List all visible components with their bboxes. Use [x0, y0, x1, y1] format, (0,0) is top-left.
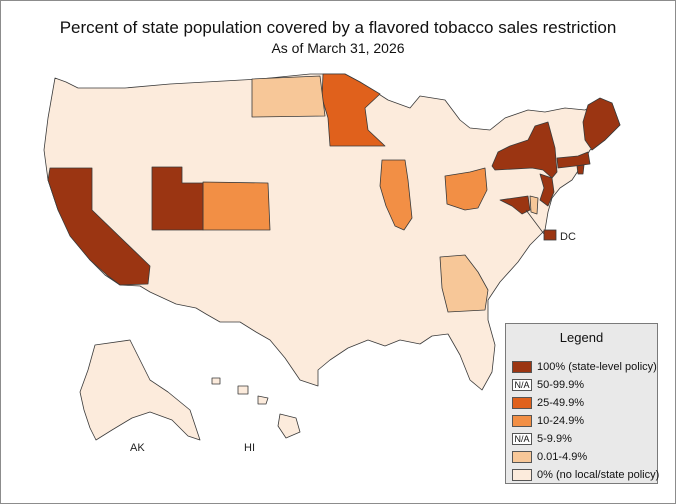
state-colorado	[202, 181, 271, 231]
legend-swatch	[512, 397, 532, 409]
dc-leader-line	[525, 209, 545, 235]
legend: Legend 100% (state-level policy) N/A 50-…	[505, 323, 659, 484]
legend-label: 25-49.9%	[537, 397, 585, 409]
legend-item-50-99: N/A 50-99.9%	[512, 378, 584, 392]
state-california	[47, 167, 151, 286]
dc-swatch	[543, 229, 557, 241]
legend-item-25-49: 25-49.9%	[512, 396, 584, 410]
legend-na-box: N/A	[512, 433, 532, 445]
legend-title: Legend	[559, 330, 604, 345]
legend-label: 5-9.9%	[537, 433, 572, 445]
map-title: Percent of state population covered by a…	[59, 18, 617, 37]
state-new-york	[491, 121, 558, 179]
legend-item-0-4: 0.01-4.9%	[512, 450, 587, 464]
legend-na-box: N/A	[512, 379, 532, 391]
state-minnesota	[321, 73, 386, 147]
state-rhode-island	[576, 164, 585, 175]
dc-label: DC	[560, 231, 576, 243]
map-subtitle: As of March 31, 2026	[271, 40, 405, 56]
state-maine	[582, 97, 621, 151]
legend-item-5-9: N/A 5-9.9%	[512, 432, 572, 446]
legend-swatch	[512, 469, 532, 481]
legend-label: 100% (state-level policy)	[537, 361, 657, 373]
state-utah	[151, 166, 204, 231]
state-new-jersey	[539, 173, 555, 207]
state-alaska	[79, 339, 201, 441]
legend-swatch	[512, 451, 532, 463]
contiguous-us-base	[43, 73, 621, 391]
legend-swatch	[512, 415, 532, 427]
alaska-label: AK	[130, 442, 145, 454]
legend-label: 50-99.9%	[537, 379, 585, 391]
state-illinois	[379, 159, 413, 231]
state-maryland	[499, 195, 531, 215]
hawaii-label: HI	[244, 442, 255, 454]
legend-item-100: 100% (state-level policy)	[512, 360, 657, 374]
legend-swatch	[512, 361, 532, 373]
state-georgia	[439, 254, 489, 313]
state-ohio	[444, 167, 488, 211]
state-north-dakota	[251, 75, 326, 118]
legend-label: 0% (no local/state policy)	[537, 469, 660, 481]
legend-item-0: 0% (no local/state policy)	[512, 468, 659, 482]
legend-label: 0.01-4.9%	[537, 451, 588, 463]
legend-item-10-24: 10-24.9%	[512, 414, 584, 428]
state-massachusetts	[556, 151, 591, 169]
state-delaware	[529, 195, 539, 215]
legend-label: 10-24.9%	[537, 415, 585, 427]
state-hawaii	[211, 377, 301, 439]
